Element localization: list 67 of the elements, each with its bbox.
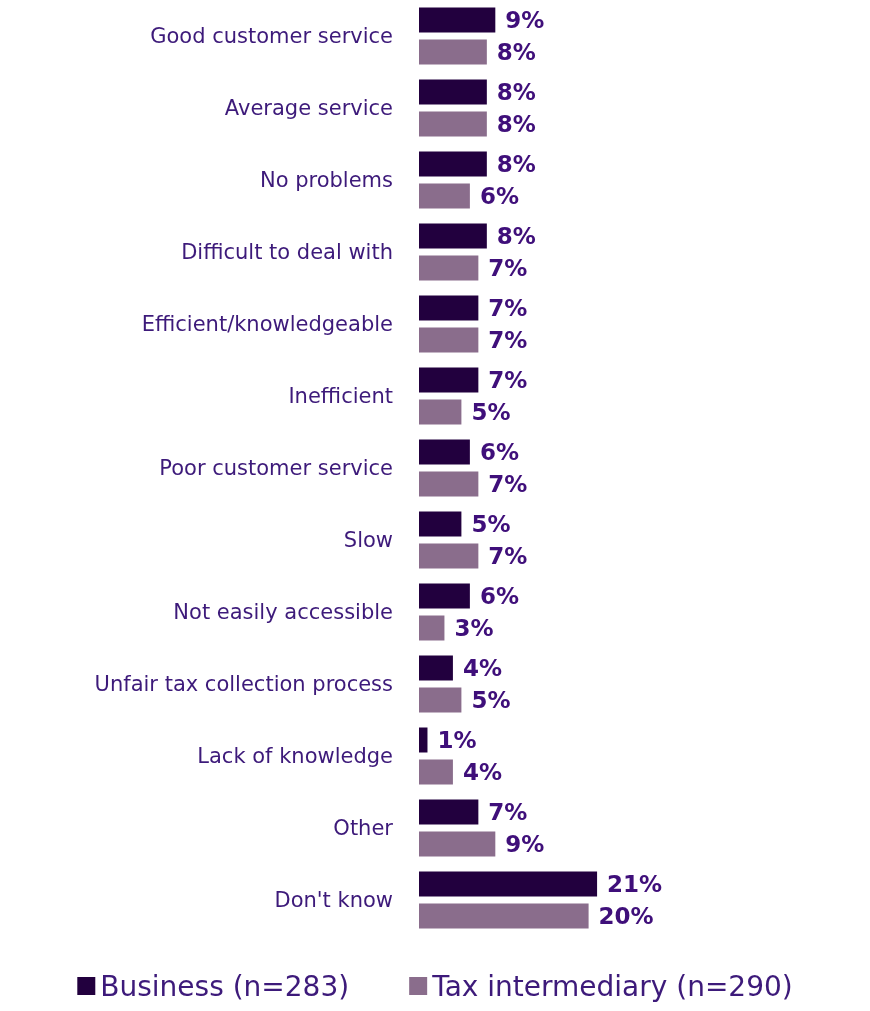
- data-label: 7%: [488, 327, 528, 353]
- y-tick-label: No problems: [259, 168, 393, 192]
- bar: [419, 327, 479, 353]
- bar: [419, 367, 479, 393]
- y-tick-label: Other: [333, 816, 394, 840]
- data-label: 8%: [496, 111, 536, 137]
- y-tick-label: Not easily accessible: [173, 600, 393, 624]
- data-label: 8%: [496, 79, 536, 105]
- bar: [419, 471, 479, 497]
- data-label: 1%: [437, 727, 477, 753]
- data-label: 5%: [471, 511, 511, 537]
- data-label: 9%: [505, 7, 545, 33]
- data-label: 6%: [479, 439, 519, 465]
- bar: [419, 7, 496, 33]
- data-label: 7%: [488, 471, 528, 497]
- bar: [419, 543, 479, 569]
- bar: [419, 903, 589, 929]
- y-tick-label: Lack of knowledge: [197, 744, 393, 768]
- data-label: 8%: [496, 39, 536, 65]
- y-tick-label: Difficult to deal with: [181, 240, 393, 264]
- bar: [419, 583, 470, 609]
- data-label: 7%: [488, 295, 528, 321]
- data-label: 20%: [598, 903, 654, 929]
- data-label: 9%: [505, 831, 545, 857]
- data-label: 6%: [479, 183, 519, 209]
- y-tick-label: Average service: [224, 96, 393, 120]
- bar: [419, 399, 462, 425]
- bar: [419, 687, 462, 713]
- legend-label: Business (n=283): [100, 969, 350, 1003]
- bar: [419, 255, 479, 281]
- y-tick-label: Good customer service: [150, 24, 393, 48]
- bar: [419, 223, 487, 249]
- y-tick-label: Poor customer service: [159, 456, 393, 480]
- data-label: 21%: [607, 871, 663, 897]
- bar: [419, 655, 453, 681]
- bar: [419, 39, 487, 65]
- data-label: 7%: [488, 543, 528, 569]
- data-label: 7%: [488, 255, 528, 281]
- legend-label: Tax intermediary (n=290): [431, 969, 793, 1003]
- bar: [419, 727, 428, 753]
- data-label: 8%: [496, 223, 536, 249]
- bar: [419, 615, 445, 641]
- data-label: 4%: [462, 759, 502, 785]
- y-tick-label: Unfair tax collection process: [94, 672, 393, 696]
- data-label: 6%: [479, 583, 519, 609]
- data-label: 3%: [454, 615, 494, 641]
- bar: [419, 111, 487, 137]
- data-label: 7%: [488, 799, 528, 825]
- data-label: 5%: [471, 687, 511, 713]
- bar: [419, 79, 487, 105]
- data-label: 5%: [471, 399, 511, 425]
- data-label: 8%: [496, 151, 536, 177]
- bar: [419, 799, 479, 825]
- bar: [419, 151, 487, 177]
- bar: [419, 831, 496, 857]
- bar: [419, 295, 479, 321]
- bar: [419, 759, 453, 785]
- y-tick-label: Efficient/knowledgeable: [141, 312, 393, 336]
- y-tick-label: Inefficient: [288, 384, 393, 408]
- y-tick-label: Don't know: [274, 888, 393, 912]
- y-tick-label: Slow: [343, 528, 393, 552]
- bar: [419, 511, 462, 537]
- bar: [419, 439, 470, 465]
- data-label: 4%: [462, 655, 502, 681]
- bar: [419, 183, 470, 209]
- data-label: 7%: [488, 367, 528, 393]
- bar: [419, 871, 598, 897]
